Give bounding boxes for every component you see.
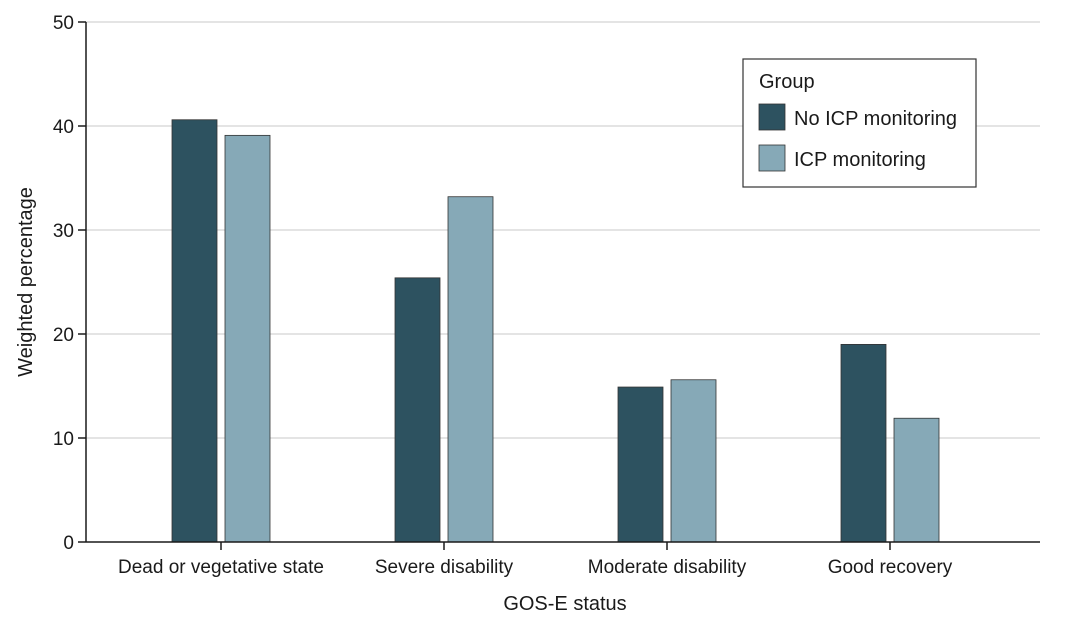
- bar-no-icp-monitoring-severe-disability: [394, 277, 441, 543]
- x-category-label-dead-or-vegetative-state: Dead or vegetative state: [118, 557, 324, 578]
- legend-label-icp-monitoring: ICP monitoring: [794, 149, 926, 171]
- x-category-label-good-recovery: Good recovery: [828, 557, 953, 578]
- y-tick-label: 0: [63, 533, 74, 554]
- legend-label-no-icp-monitoring: No ICP monitoring: [794, 108, 957, 130]
- bar-no-icp-monitoring-dead-or-vegetative-state: [171, 119, 218, 543]
- y-ticks: 0 10 20 30 40 50: [53, 13, 86, 554]
- y-tick-label: 50: [53, 13, 74, 34]
- y-axis-title: Weighted percentage: [15, 187, 37, 377]
- x-category-label-moderate-disability: Moderate disability: [588, 557, 747, 578]
- legend-title: Group: [759, 71, 815, 93]
- bar-no-icp-monitoring-good-recovery: [840, 343, 887, 543]
- y-tick-label: 30: [53, 221, 74, 242]
- y-tick-label: 40: [53, 117, 74, 138]
- legend-swatch-icp-monitoring: [758, 144, 786, 172]
- bar-icp-monitoring-dead-or-vegetative-state: [224, 134, 271, 543]
- x-category-labels: Dead or vegetative state Severe disabilit…: [118, 542, 953, 578]
- bar-no-icp-monitoring-moderate-disability: [617, 386, 664, 543]
- axes: [85, 22, 1040, 543]
- legend: Group No ICP monitoring ICP monitoring: [742, 58, 977, 188]
- legend-swatch-no-icp-monitoring: [758, 103, 786, 131]
- bar-icp-monitoring-good-recovery: [893, 417, 940, 543]
- bars: [171, 119, 940, 543]
- x-axis-title: GOS-E status: [503, 593, 626, 615]
- y-tick-label: 20: [53, 325, 74, 346]
- y-tick-label: 10: [53, 429, 74, 450]
- x-category-label-severe-disability: Severe disability: [375, 557, 514, 578]
- bar-icp-monitoring-moderate-disability: [670, 379, 717, 543]
- bar-icp-monitoring-severe-disability: [447, 196, 494, 543]
